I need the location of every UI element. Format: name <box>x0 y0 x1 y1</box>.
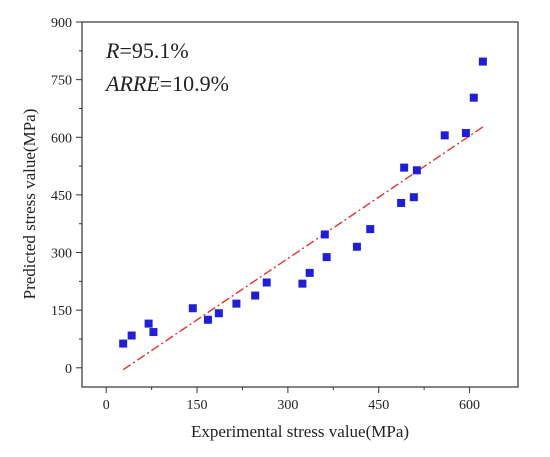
data-point <box>397 198 406 207</box>
x-tick-label: 150 <box>187 398 208 413</box>
data-point <box>409 193 418 202</box>
arre-annotation-value: =10.9% <box>160 71 229 96</box>
r-annotation: R=95.1% <box>105 38 189 63</box>
r-annotation-symbol: R <box>105 38 120 63</box>
y-axis-ticks: 0 150 300 450 600 750 900 <box>51 16 82 377</box>
y-tick-label: 900 <box>51 16 72 31</box>
y-tick-label: 0 <box>65 362 72 377</box>
arre-annotation: ARRE=10.9% <box>104 71 229 96</box>
r-annotation-value: =95.1% <box>119 38 188 63</box>
data-point <box>352 242 361 251</box>
y-tick-label: 150 <box>51 304 72 319</box>
y-axis-title: Predicted stress value(MPa) <box>20 109 39 300</box>
y-tick-label: 750 <box>51 74 72 89</box>
x-tick-label: 600 <box>459 398 480 413</box>
fit-line-layer <box>122 126 484 371</box>
data-points <box>119 57 487 348</box>
data-point <box>305 268 314 277</box>
data-point <box>412 166 421 175</box>
data-point <box>203 315 212 324</box>
data-point <box>320 230 329 239</box>
data-point <box>262 278 271 287</box>
data-point <box>119 339 128 348</box>
data-point <box>232 299 241 308</box>
data-point <box>298 279 307 288</box>
plot-frame <box>81 21 519 388</box>
data-point <box>469 93 478 102</box>
data-point <box>440 131 449 140</box>
data-point <box>127 331 136 340</box>
data-point <box>461 129 470 138</box>
arre-annotation-symbol: ARRE <box>104 71 160 96</box>
data-point <box>188 304 197 313</box>
data-point <box>478 57 487 66</box>
data-point <box>214 309 223 318</box>
fit-line <box>122 126 484 371</box>
data-point <box>322 253 331 262</box>
x-tick-label: 450 <box>368 398 389 413</box>
x-tick-label: 0 <box>103 398 110 413</box>
x-axis-ticks: 0 150 300 450 600 <box>103 387 480 413</box>
y-tick-label: 300 <box>51 247 72 262</box>
data-point <box>400 163 409 172</box>
x-axis-title: Experimental stress value(MPa) <box>191 422 409 441</box>
y-tick-label: 600 <box>51 131 72 146</box>
x-tick-label: 300 <box>277 398 298 413</box>
data-point <box>366 225 375 234</box>
data-point <box>251 291 260 300</box>
y-tick-label: 450 <box>51 189 72 204</box>
data-point <box>149 328 158 337</box>
data-point <box>144 319 153 328</box>
